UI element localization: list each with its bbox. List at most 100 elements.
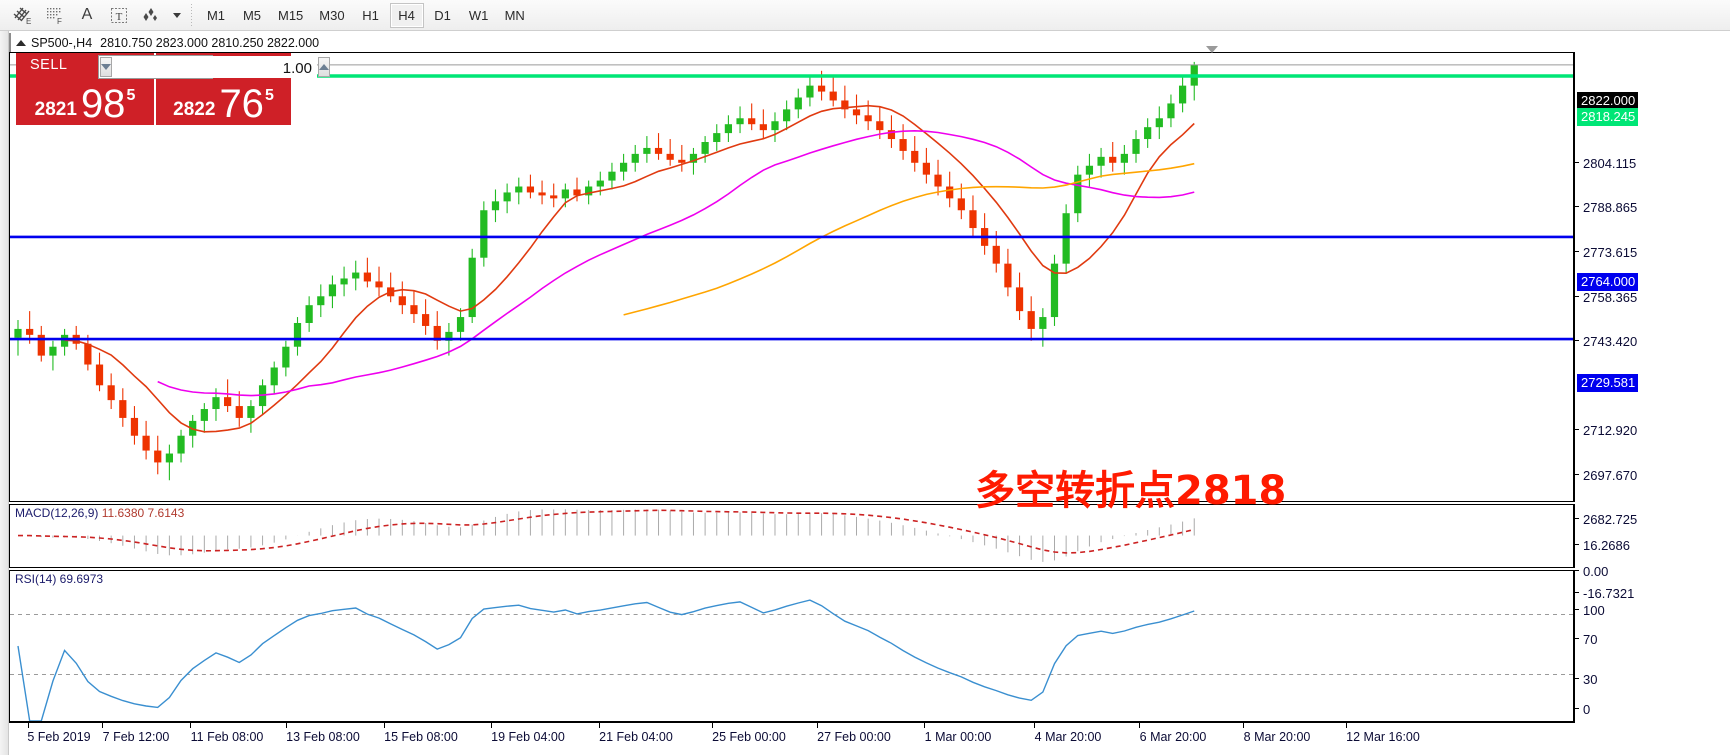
- candle-body: [200, 409, 208, 421]
- time-axis-tick: [816, 723, 818, 728]
- price-axis-badge: 2729.581: [1577, 374, 1639, 392]
- collapse-triangle-icon[interactable]: [16, 39, 26, 46]
- candle-body: [654, 147, 663, 154]
- candle-body: [212, 397, 220, 410]
- price-axis[interactable]: 2822.000 2818.245 2804.115 2788.865 2773.615…: [1575, 52, 1730, 755]
- time-axis-tick: [598, 723, 600, 728]
- sell-price-main: 98: [80, 82, 126, 127]
- candle-body: [421, 314, 430, 326]
- candle-body: [270, 367, 278, 386]
- time-axis-tick: [1138, 723, 1140, 728]
- candle-body: [759, 124, 767, 131]
- ma-mid-line: [157, 129, 1195, 397]
- time-axis-label: 27 Feb 00:00: [817, 730, 891, 744]
- candle-body: [1097, 156, 1105, 166]
- timeframe-h4[interactable]: H4: [389, 2, 424, 28]
- candle-body: [771, 121, 779, 131]
- time-axis-label: 5 Feb 2019: [27, 730, 91, 744]
- axis-tick: [1575, 592, 1579, 593]
- objects-icon[interactable]: [136, 2, 166, 29]
- timeframe-w1[interactable]: W1: [468, 7, 489, 23]
- candle-body: [538, 192, 546, 196]
- chart-annotation-text: 多空转折点2818: [975, 468, 1287, 514]
- volume-decrease-button[interactable]: [100, 57, 112, 77]
- price-axis-label: 0.00: [1583, 564, 1609, 579]
- chart-area: SP500-,H4 2810.750 2823.000 2810.250 282…: [9, 33, 1730, 755]
- timeframe-d1[interactable]: D1: [434, 7, 451, 23]
- candle-body: [142, 435, 150, 451]
- price-axis-label: -16.7321: [1583, 586, 1635, 601]
- time-axis-tick: [101, 723, 103, 728]
- price-axis-label: 100: [1583, 603, 1605, 618]
- price-pane[interactable]: 多空转折点2818: [9, 46, 1575, 514]
- candle-body: [317, 296, 325, 306]
- sell-button[interactable]: SELL 2821 98 5: [16, 53, 154, 125]
- candle-body: [876, 121, 884, 131]
- price-axis-label: 0: [1583, 702, 1591, 717]
- axis-tick: [1575, 638, 1579, 639]
- one-click-trading-panel: SELL 2821 98 5 BUY 2822 76 5: [16, 53, 330, 125]
- candle-body: [969, 210, 977, 229]
- candle-body: [957, 198, 965, 211]
- candle-body: [922, 162, 930, 175]
- candle-body: [934, 174, 942, 187]
- price-axis-label: 2682.725: [1583, 512, 1638, 527]
- candle-body: [1027, 311, 1035, 329]
- candle-body: [631, 153, 639, 163]
- candle-body: [713, 133, 721, 143]
- timeframe-m15[interactable]: M15: [278, 7, 304, 23]
- objects-dropdown-caret[interactable]: [168, 2, 184, 29]
- volume-increase-button[interactable]: [318, 57, 330, 77]
- candle-body: [480, 210, 488, 258]
- expert-advisors-icon[interactable]: E: [8, 2, 38, 29]
- time-axis-tick: [1033, 723, 1035, 728]
- candle-body: [433, 325, 441, 341]
- candle-body: [165, 453, 174, 463]
- candle-body: [852, 109, 861, 116]
- candle-body: [748, 118, 756, 125]
- buy-price-fraction: 5: [264, 87, 274, 105]
- symbol-label: SP500-,H4: [31, 35, 93, 50]
- candle-body: [736, 118, 744, 125]
- timeframe-m1[interactable]: M1: [206, 7, 226, 23]
- candle-body: [107, 385, 115, 401]
- text-object-icon[interactable]: T: [104, 2, 134, 29]
- candle-body: [899, 139, 907, 151]
- indicator-grid-icon[interactable]: F: [40, 2, 70, 29]
- price-axis-label: 2743.420: [1583, 334, 1638, 349]
- candle-body: [596, 180, 604, 187]
- time-axis-label: 25 Feb 00:00: [712, 730, 786, 744]
- main-toolbar: E F A: [0, 0, 1730, 31]
- timeframe-mn[interactable]: MN: [504, 7, 525, 23]
- candle-body: [468, 257, 476, 318]
- candle-body: [247, 406, 255, 418]
- timeframe-h1[interactable]: H1: [362, 7, 379, 23]
- svg-text:F: F: [57, 17, 62, 25]
- rsi-chart-svg: [10, 599, 1573, 721]
- candle-body: [887, 130, 896, 140]
- candle-body: [864, 115, 872, 122]
- candle-body: [550, 195, 558, 199]
- sell-price: 2821 98 5: [16, 82, 154, 127]
- svg-text:E: E: [26, 17, 31, 25]
- volume-input[interactable]: [113, 56, 317, 78]
- macd-histogram: [29, 509, 1195, 562]
- svg-text:T: T: [116, 11, 123, 23]
- time-axis-tick: [28, 723, 29, 728]
- price-axis-label: 2788.865: [1583, 200, 1638, 215]
- time-axis-tick: [1242, 723, 1244, 728]
- macd-pane[interactable]: MACD(12,26,9) 11.6380 7.6143: [9, 504, 1575, 568]
- text-label-icon[interactable]: A: [81, 6, 93, 23]
- timeframe-m30[interactable]: M30: [319, 7, 345, 23]
- candle-body: [619, 162, 628, 172]
- chevron-down-icon: [101, 64, 111, 70]
- candle-body: [678, 159, 686, 163]
- rsi-pane[interactable]: RSI(14) 69.6973: [9, 570, 1575, 722]
- candle-body: [37, 334, 45, 356]
- time-axis-label: 12 Mar 16:00: [1346, 730, 1420, 744]
- volume-stepper[interactable]: [98, 55, 330, 79]
- time-axis-tick: [383, 723, 385, 728]
- timeframe-m5[interactable]: M5: [242, 7, 262, 23]
- ohlc-values: 2810.750 2823.000 2810.250 2822.000: [100, 35, 320, 50]
- candle-body: [1109, 156, 1117, 163]
